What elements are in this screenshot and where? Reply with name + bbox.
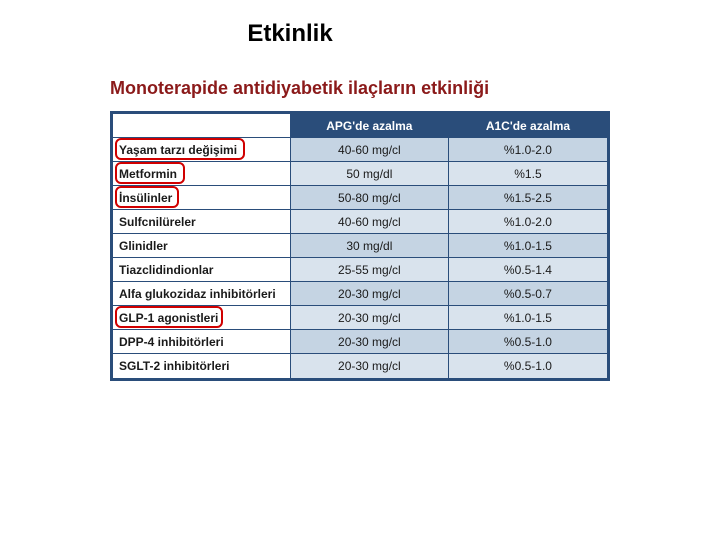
row-label: GLP-1 agonistleri <box>113 306 291 329</box>
page-subtitle: Monoterapide antidiyabetik ilaçların etk… <box>110 78 720 99</box>
efficacy-table: APG'de azalma A1C'de azalma Yaşam tarzı … <box>110 111 610 381</box>
row-label: Metformin <box>113 162 291 185</box>
row-apg: 50-80 mg/cl <box>291 186 449 209</box>
row-label: İnsülinler <box>113 186 291 209</box>
row-label: DPP-4 inhibitörleri <box>113 330 291 353</box>
table-row: DPP-4 inhibitörleri20-30 mg/cl%0.5-1.0 <box>113 330 607 354</box>
row-label: Tiazclidindionlar <box>113 258 291 281</box>
row-label: Yaşam tarzı değişimi <box>113 138 291 161</box>
row-apg: 20-30 mg/cl <box>291 330 449 353</box>
table-row: Alfa glukozidaz inhibitörleri20-30 mg/cl… <box>113 282 607 306</box>
row-a1c: %0.5-0.7 <box>449 282 607 305</box>
row-label: Sulfcnilüreler <box>113 210 291 233</box>
row-a1c: %1.0-2.0 <box>449 138 607 161</box>
row-apg: 40-60 mg/cl <box>291 138 449 161</box>
row-a1c: %1.5-2.5 <box>449 186 607 209</box>
table-row: Yaşam tarzı değişimi40-60 mg/cl%1.0-2.0 <box>113 138 607 162</box>
highlight-box <box>115 138 245 160</box>
row-a1c: %1.0-1.5 <box>449 306 607 329</box>
table-row: SGLT-2 inhibitörleri20-30 mg/cl%0.5-1.0 <box>113 354 607 378</box>
row-label: SGLT-2 inhibitörleri <box>113 354 291 378</box>
table-row: GLP-1 agonistleri20-30 mg/cl%1.0-1.5 <box>113 306 607 330</box>
table-row: Sulfcnilüreler40-60 mg/cl%1.0-2.0 <box>113 210 607 234</box>
row-a1c: %1.0-2.0 <box>449 210 607 233</box>
row-apg: 20-30 mg/cl <box>291 354 449 378</box>
row-a1c: %1.5 <box>449 162 607 185</box>
row-apg: 40-60 mg/cl <box>291 210 449 233</box>
highlight-box <box>115 186 179 208</box>
header-apg: APG'de azalma <box>291 114 449 137</box>
row-apg: 50 mg/dl <box>291 162 449 185</box>
header-label <box>113 114 291 137</box>
table-row: Glinidler30 mg/dl%1.0-1.5 <box>113 234 607 258</box>
highlight-box <box>115 162 185 184</box>
row-a1c: %1.0-1.5 <box>449 234 607 257</box>
row-a1c: %0.5-1.4 <box>449 258 607 281</box>
header-a1c: A1C'de azalma <box>449 114 607 137</box>
row-apg: 20-30 mg/cl <box>291 306 449 329</box>
row-label: Glinidler <box>113 234 291 257</box>
table-row: Tiazclidindionlar25-55 mg/cl%0.5-1.4 <box>113 258 607 282</box>
row-apg: 25-55 mg/cl <box>291 258 449 281</box>
row-a1c: %0.5-1.0 <box>449 330 607 353</box>
row-label: Alfa glukozidaz inhibitörleri <box>113 282 291 305</box>
page-title: Etkinlik <box>0 20 720 48</box>
row-apg: 30 mg/dl <box>291 234 449 257</box>
highlight-box <box>115 306 223 328</box>
table-row: Metformin50 mg/dl%1.5 <box>113 162 607 186</box>
table-header-row: APG'de azalma A1C'de azalma <box>113 114 607 138</box>
row-apg: 20-30 mg/cl <box>291 282 449 305</box>
row-a1c: %0.5-1.0 <box>449 354 607 378</box>
table-row: İnsülinler50-80 mg/cl%1.5-2.5 <box>113 186 607 210</box>
